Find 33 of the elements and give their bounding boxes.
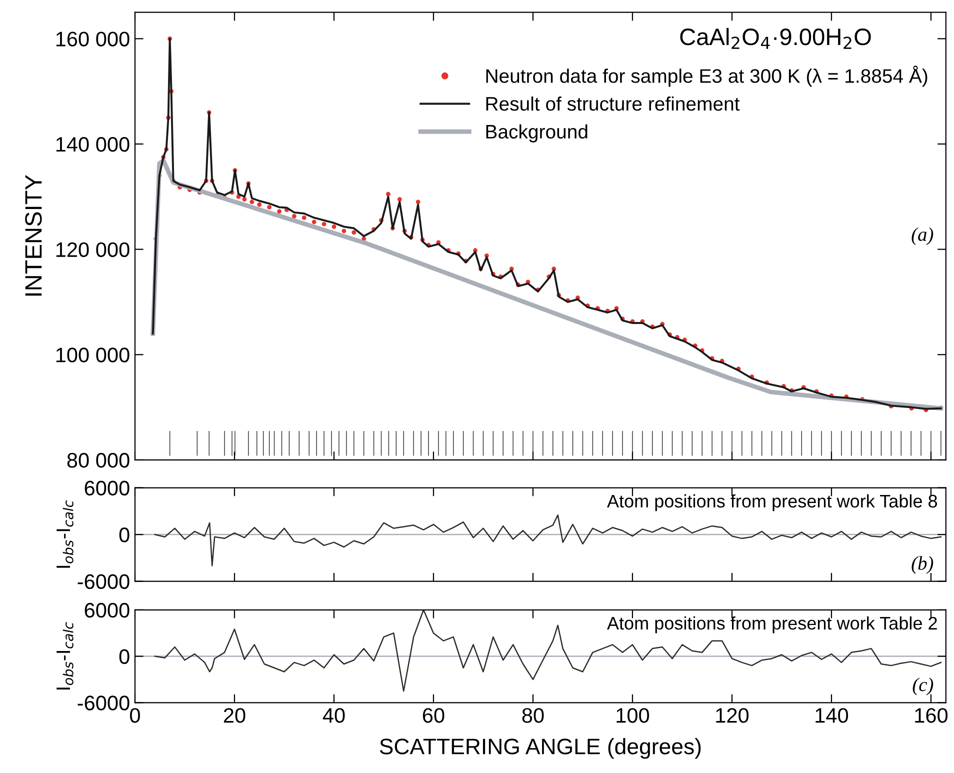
x-tick-label: 120 xyxy=(716,708,749,723)
y-tick-label: 6000 xyxy=(84,602,130,618)
y-axis-title: INTENSITY xyxy=(25,175,42,296)
x-axis-title: SCATTERING ANGLE (degrees) xyxy=(380,738,701,759)
y-tick-label: 0 xyxy=(119,528,130,542)
y-axis-title: I$_{obs}$-I$_{calc}$ xyxy=(56,622,74,690)
legend-label: Background xyxy=(486,124,588,142)
annotation: Atom positions from present work Table 8 xyxy=(607,494,938,512)
y-tick-label: 160 000 xyxy=(56,32,130,46)
y-axis-title: I$_{obs}$-I$_{calc}$ xyxy=(56,500,74,568)
y-tick-label: 0 xyxy=(119,649,130,664)
x-tick-label: 20 xyxy=(224,708,246,723)
legend-label: Result of structure refinement xyxy=(486,96,740,111)
x-tick-label: 40 xyxy=(322,708,345,723)
y-tick-label: -6000 xyxy=(78,574,130,590)
annotation: (b) xyxy=(912,556,934,574)
y-tick-label: 120 000 xyxy=(56,242,130,258)
annotation: (a) xyxy=(912,227,934,245)
y-tick-label: 140 000 xyxy=(56,137,130,152)
text: CaAl$_{2}$O$_{4}$·9.00H$_{2}$O xyxy=(680,28,871,49)
legend-label: Neutron data for sample E3 at 300 K (λ = 1.8854 Å) xyxy=(486,66,928,87)
y-tick-label: -6000 xyxy=(78,696,130,710)
y-tick-label: 100 000 xyxy=(56,348,130,362)
y-tick-label: 80 000 xyxy=(67,452,130,468)
annotation: Atom positions from present work Table 2 xyxy=(607,616,937,634)
y-tick-label: 6000 xyxy=(84,480,130,496)
annotation: (c) xyxy=(912,678,934,696)
x-tick-label: 0 xyxy=(130,708,140,723)
x-tick-label: 100 xyxy=(616,708,650,723)
x-tick-label: 80 xyxy=(522,708,544,723)
x-tick-label: 160 xyxy=(915,708,948,723)
x-tick-label: 140 xyxy=(816,708,848,723)
x-tick-label: 60 xyxy=(422,708,444,723)
